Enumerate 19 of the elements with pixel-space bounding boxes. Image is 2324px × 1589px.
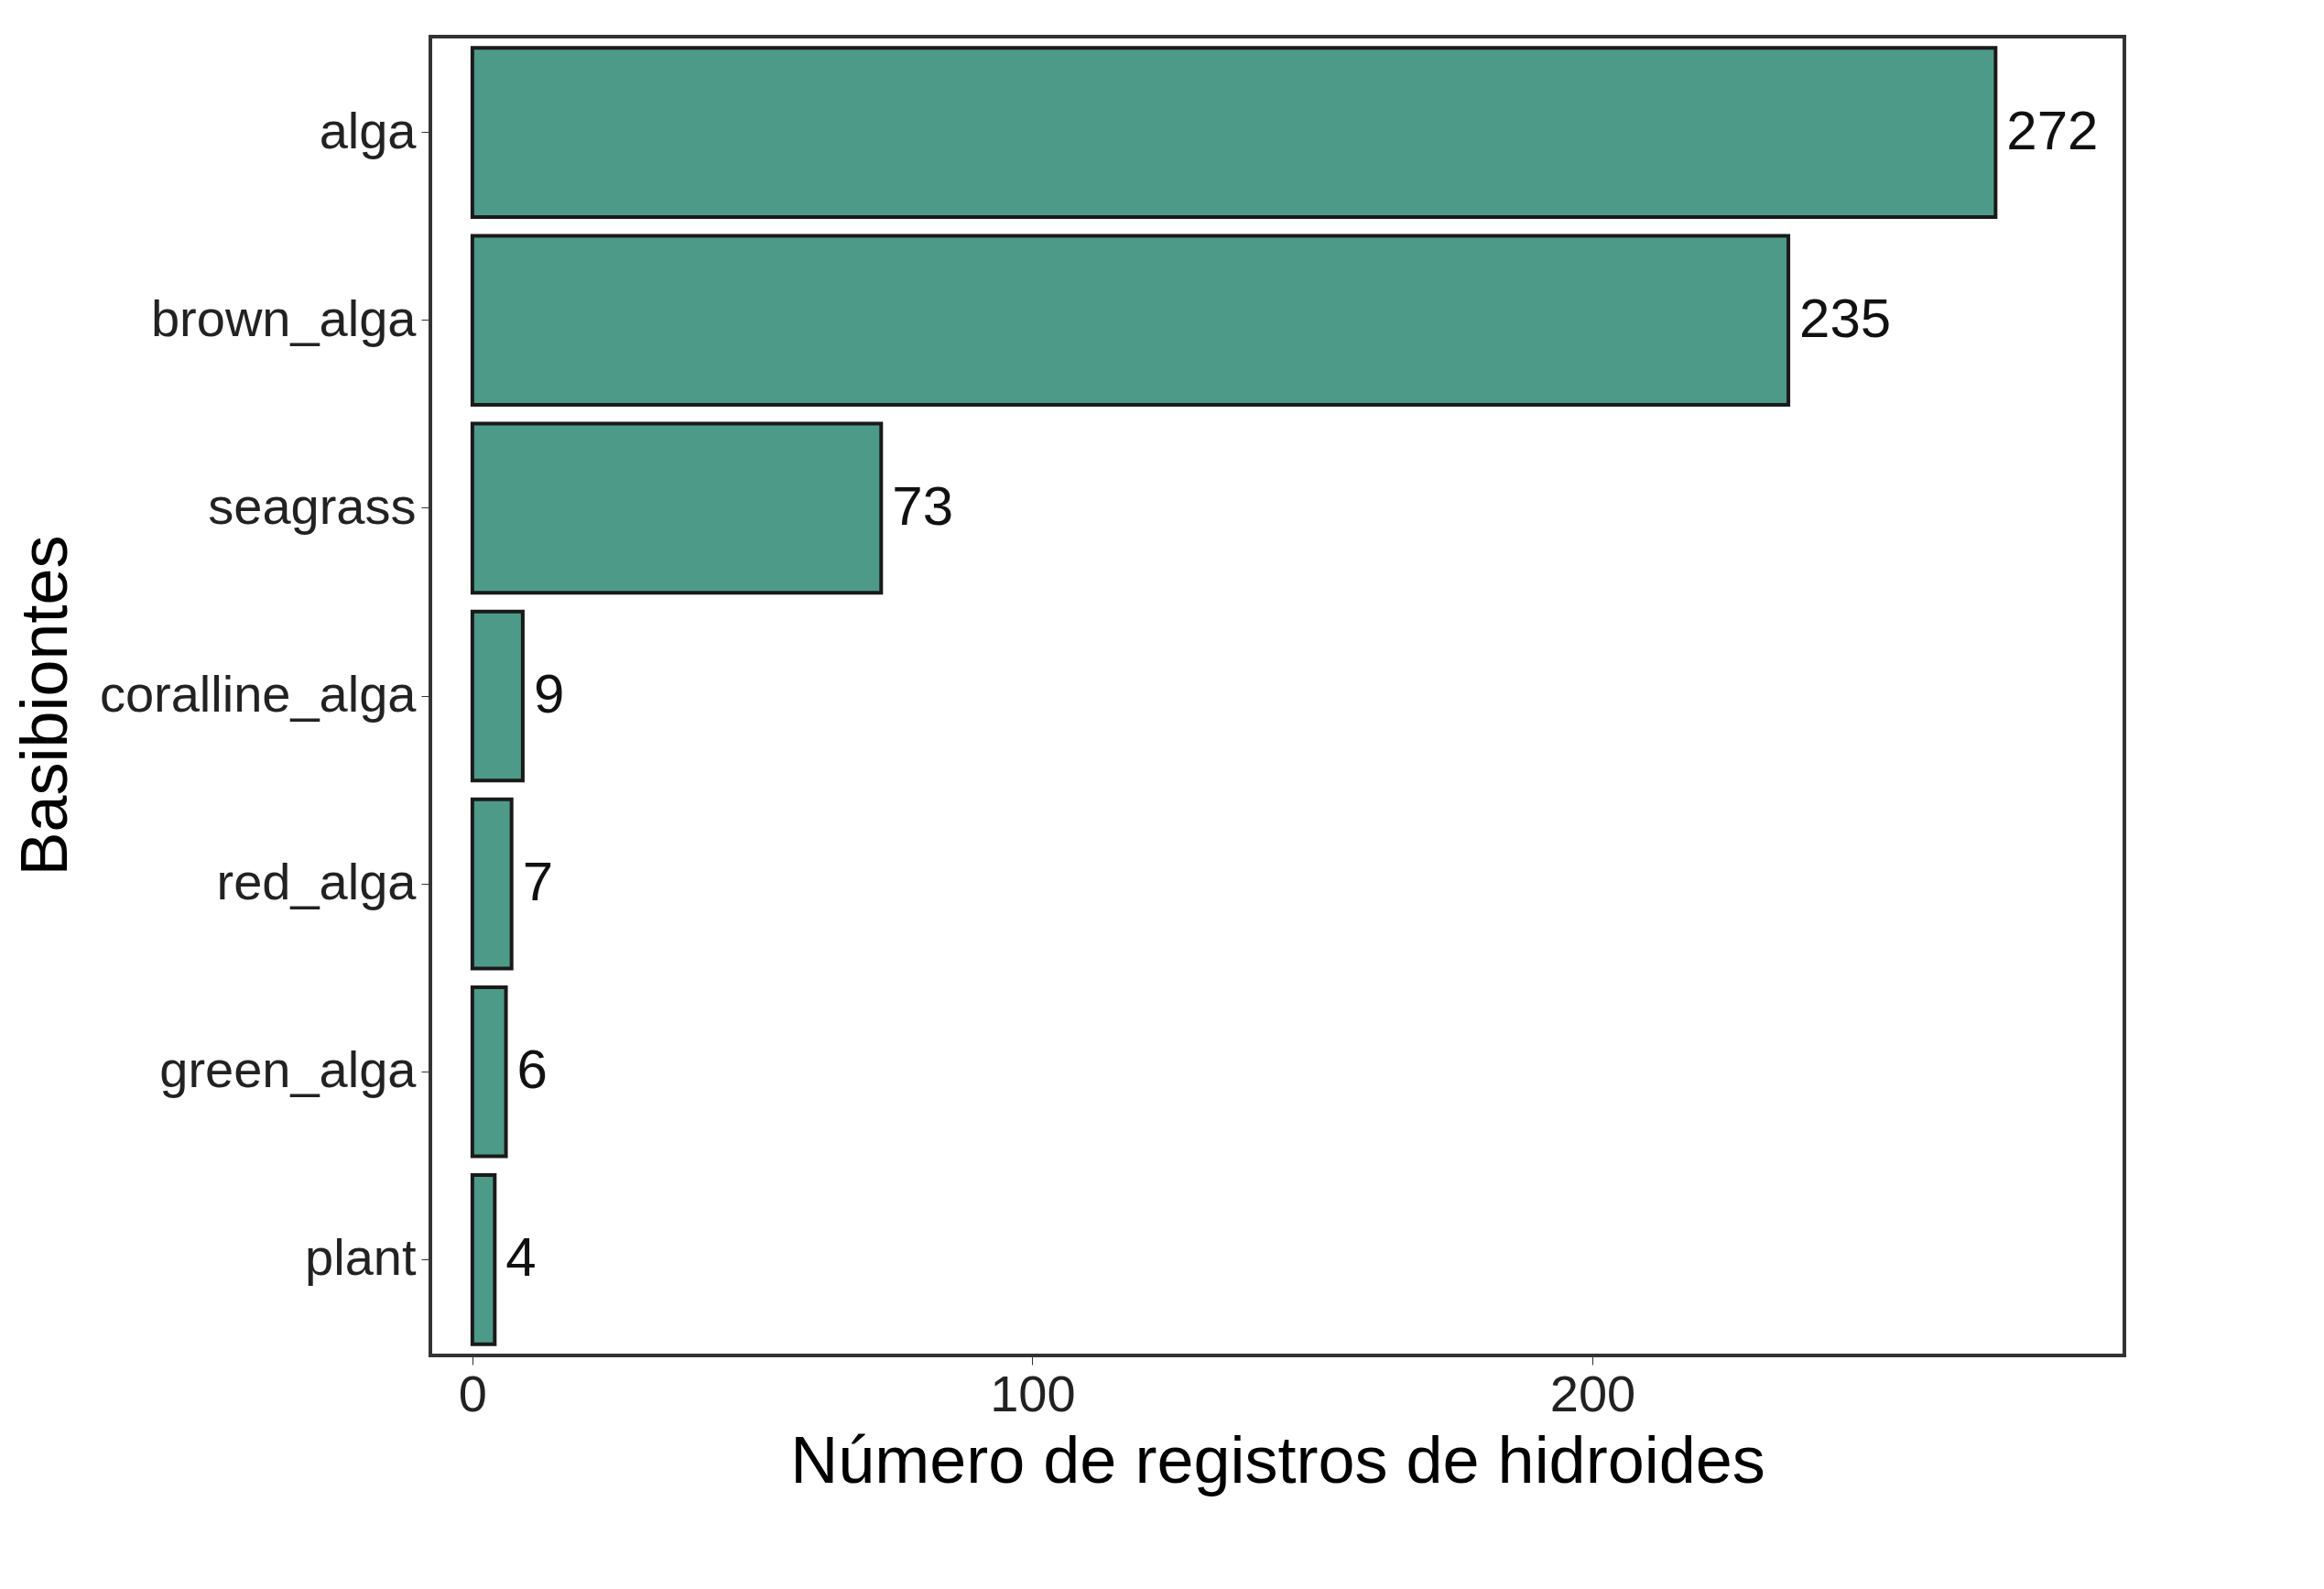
data-label: 7 xyxy=(522,851,554,913)
y-tick-label: coralline_alga xyxy=(99,665,418,723)
y-tick-label: green_alga xyxy=(159,1040,418,1099)
y-tick-label: plant xyxy=(305,1228,417,1287)
x-tick-label: 100 xyxy=(990,1364,1076,1422)
data-label: 9 xyxy=(533,663,565,724)
y-tick-label: brown_alga xyxy=(150,288,418,347)
data-label: 6 xyxy=(516,1039,548,1101)
y-tick-label: red_alga xyxy=(216,853,418,911)
x-tick-label: 200 xyxy=(1549,1364,1636,1422)
data-label: 73 xyxy=(892,474,954,537)
y-tick-label: seagrass xyxy=(208,476,417,535)
data-label: 235 xyxy=(1799,287,1892,349)
data-label: 4 xyxy=(505,1226,537,1289)
y-axis-title: Basibiontes xyxy=(6,535,81,876)
y-tick-label: alga xyxy=(319,101,418,159)
x-tick-label: 0 xyxy=(458,1364,487,1422)
x-axis-title: Número de registros de hidroides xyxy=(790,1422,1765,1496)
data-label: 272 xyxy=(2006,99,2099,161)
